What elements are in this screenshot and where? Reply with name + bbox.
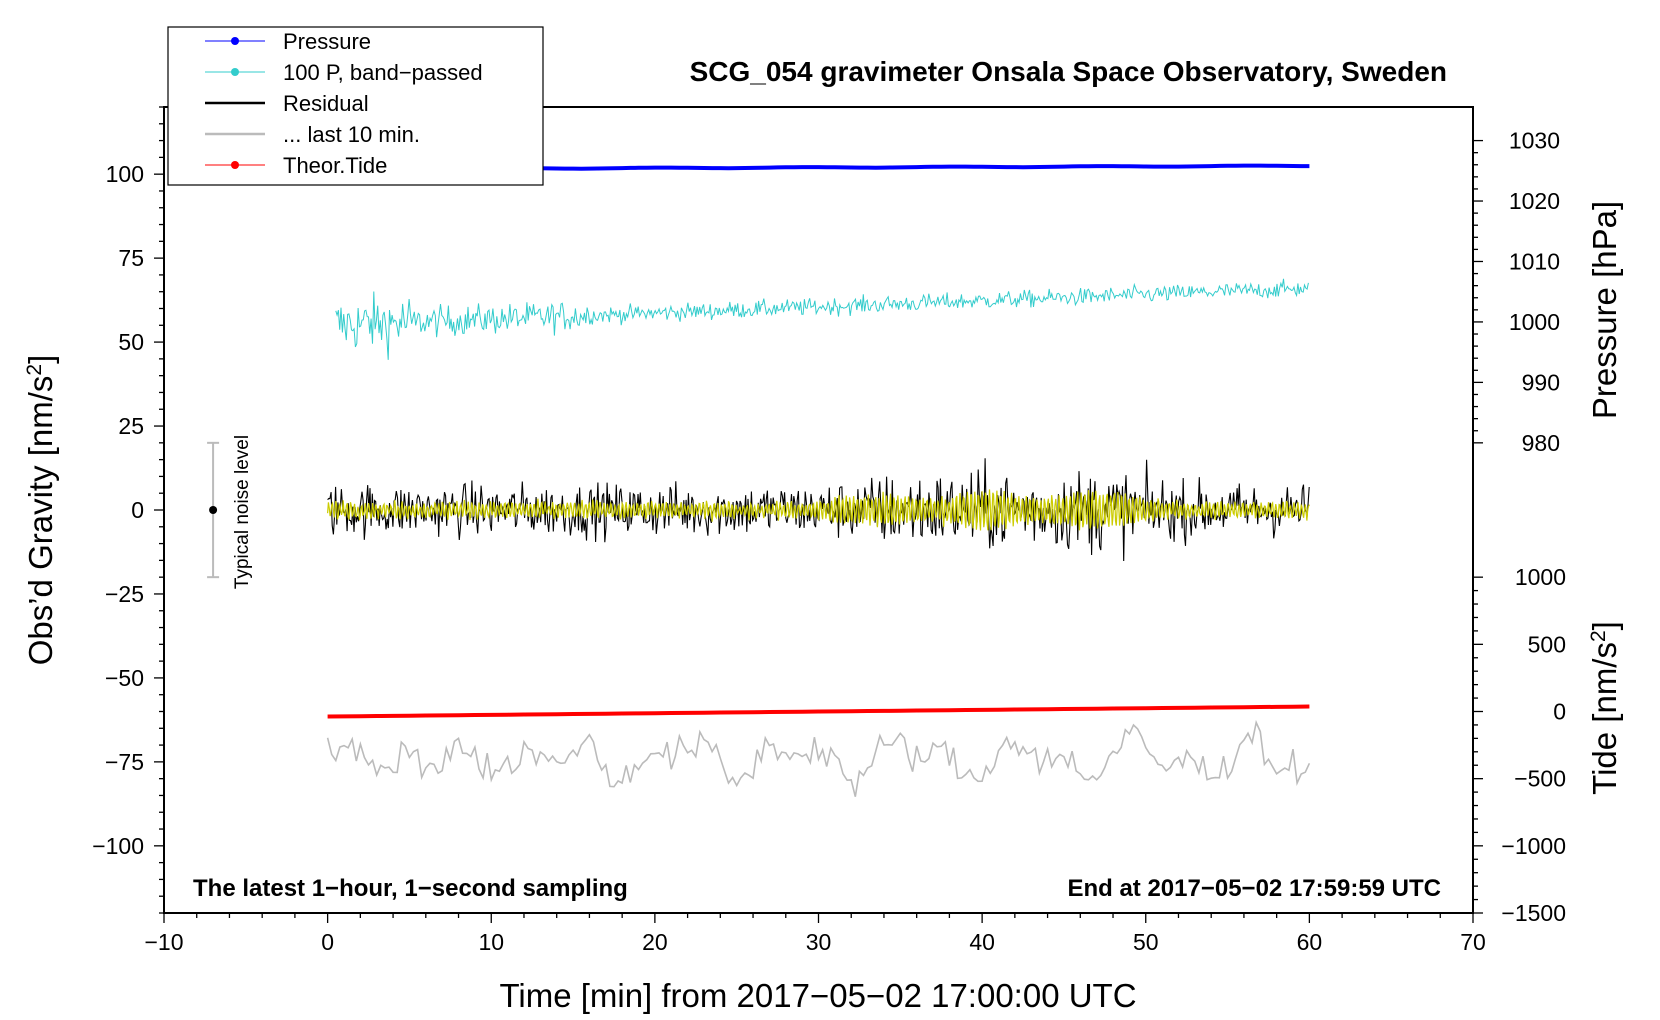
x-tick-label: 30 [806,929,832,955]
y-tick-label: 25 [118,413,144,439]
y-tick-label: 50 [118,329,144,355]
x-tick-label: −10 [144,929,183,955]
y-tick-label: 100 [106,161,144,187]
noise-bar-center [209,506,218,514]
y-tick-label: 75 [118,245,144,271]
y-tick-label: −100 [92,833,144,859]
x-tick-label: 20 [642,929,668,955]
tide-tick-label: 500 [1528,631,1566,657]
chart-title: SCG_054 gravimeter Onsala Space Observat… [690,56,1447,87]
tide-tick-label: −1500 [1501,900,1566,926]
x-tick-label: 40 [969,929,995,955]
y-tick-label: 0 [131,497,144,523]
pressure-tick-label: 1010 [1509,248,1560,274]
y-tick-label: −25 [105,581,144,607]
series-residual-filtered-line [327,489,1310,531]
legend-marker [231,37,239,45]
y-axis-title-pressure: Pressure [hPa] [1586,201,1623,419]
legend-label: Theor.Tide [283,153,387,178]
legend-label: Residual [283,91,369,116]
y-tick-label: −75 [105,749,144,775]
note-sampling: The latest 1−hour, 1−second sampling [193,875,628,902]
tide-tick-label: −1000 [1501,833,1566,859]
legend-box [167,26,544,186]
x-tick-label: 60 [1297,929,1323,955]
note-end-time: End at 2017−05−02 17:59:59 UTC [1067,875,1441,902]
pressure-tick-label: 990 [1522,369,1560,395]
pressure-tick-label: 1000 [1509,309,1560,335]
legend: Pressure 100 P, band−passed Residual ... la… [167,26,544,186]
series-last10min-line [326,719,1311,797]
legend-label: 100 P, band−passed [283,60,483,85]
legend-entries: Pressure 100 P, band−passed Residual ... la… [205,29,483,178]
tide-tick-label: −500 [1514,766,1566,792]
legend-marker [231,161,239,169]
pressure-tick-label: 980 [1522,430,1560,456]
x-tick-label: 10 [478,929,504,955]
y-tick-label: −50 [105,665,144,691]
series-pressure-bandpassed-line [335,278,1309,360]
pressure-tick-label: 1030 [1509,128,1560,154]
noise-level-label: Typical noise level [232,435,253,589]
y-axis-title-tide: Tide [nm/s2] [1586,621,1623,795]
x-tick-label: 50 [1133,929,1159,955]
legend-label: ... last 10 min. [283,122,420,147]
tide-tick-label: 1000 [1515,564,1566,590]
pressure-tick-label: 1020 [1509,188,1560,214]
ticks-layer: −10 0 10 20 30 40 50 60 70−100−75−50−25025507510… [92,106,1566,955]
series-tide-line [327,704,1310,719]
x-axis-title: Time [min] from 2017−05−02 17:00:00 UTC [499,977,1136,1014]
x-tick-label: 0 [321,929,334,955]
x-tick-label: 70 [1460,929,1486,955]
tide-tick-label: 0 [1553,699,1566,725]
legend-marker [231,68,239,76]
y-axis-title-gravity: Obs’d Gravity [nm/s2] [22,355,59,666]
legend-label: Pressure [283,29,371,54]
